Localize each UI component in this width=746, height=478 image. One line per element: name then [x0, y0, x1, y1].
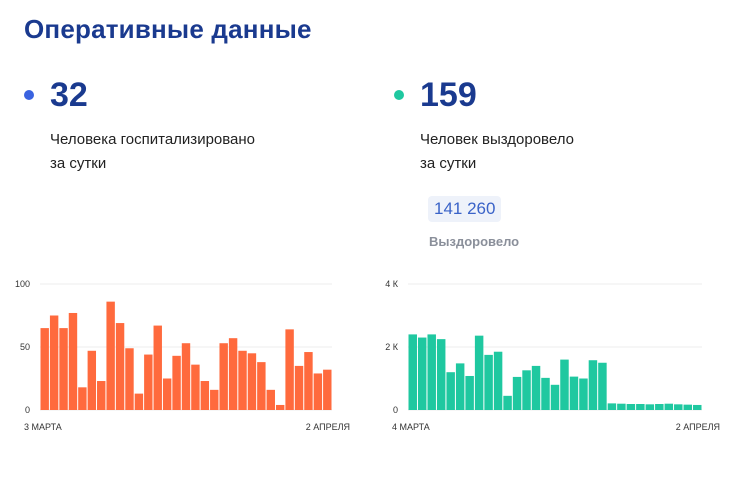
hosp-bar	[219, 343, 228, 410]
hospitalized-dot	[24, 90, 34, 100]
hosp-x-end-label: 2 АПРЕЛЯ	[306, 422, 350, 432]
hosp-bar	[125, 348, 134, 410]
hosp-bar	[228, 338, 238, 410]
rec-y-tick-label: 4 К	[385, 279, 399, 289]
recovered-desc-line2: за сутки	[420, 155, 477, 172]
rec-bar	[408, 334, 417, 410]
hosp-bar	[200, 381, 210, 410]
hosp-bar	[181, 343, 191, 410]
rec-bar	[626, 404, 636, 410]
hosp-y-tick-label: 0	[25, 405, 30, 415]
hosp-bar	[49, 315, 59, 410]
hosp-bar	[87, 350, 97, 410]
rec-bar	[560, 359, 569, 410]
rec-bar	[588, 360, 598, 410]
hosp-bar	[153, 325, 162, 410]
hosp-bar	[285, 329, 294, 410]
recovered-description: Человек выздоровело за сутки	[420, 128, 680, 176]
hosp-bar	[275, 404, 285, 410]
rec-bar	[579, 378, 588, 410]
hospitalized-desc-line1: Человека госпитализировано	[50, 131, 256, 148]
hosp-bar	[294, 365, 304, 410]
rec-bar	[465, 375, 474, 410]
recovered-dot	[394, 90, 404, 100]
hosp-y-tick-label: 50	[20, 342, 30, 352]
rec-y-tick-label: 0	[393, 405, 398, 415]
hosp-bar	[238, 350, 247, 410]
hospitalized-desc-line2: за сутки	[50, 155, 107, 172]
hosp-bar	[162, 378, 172, 410]
hospitalized-bar-chart: 0 50 100 3 МАРТА 2 АПРЕЛЯ	[15, 279, 350, 432]
hosp-bar	[144, 354, 153, 410]
rec-bar	[693, 404, 702, 410]
rec-bar	[655, 404, 664, 410]
rec-bar	[512, 376, 522, 410]
hosp-bar	[40, 328, 49, 410]
rec-bar	[427, 334, 436, 410]
rec-bar	[522, 370, 531, 410]
recovered-desc-line1: Человек выздоровело	[420, 131, 574, 148]
rec-bar	[417, 337, 427, 410]
rec-bar	[484, 354, 493, 411]
hosp-bar	[191, 364, 200, 410]
hosp-bar	[106, 301, 115, 410]
recovered-total-label: Выздоровело	[429, 234, 520, 249]
rec-bar	[541, 377, 550, 410]
hosp-bar	[257, 362, 266, 410]
rec-x-end-label: 2 АПРЕЛЯ	[676, 422, 720, 432]
rec-bar	[683, 404, 693, 410]
hosp-bar	[210, 389, 219, 410]
hospitalized-description: Человека госпитализировано за сутки	[50, 128, 310, 176]
hosp-bar	[59, 328, 68, 410]
hosp-bar	[78, 387, 87, 410]
hosp-bar	[304, 352, 313, 410]
hosp-y-tick-label: 100	[15, 279, 30, 289]
rec-bar	[664, 403, 674, 410]
rec-bar	[598, 362, 607, 410]
hosp-bar	[323, 369, 332, 410]
rec-bar	[436, 339, 446, 411]
hosp-bar	[266, 389, 275, 410]
hosp-bar	[97, 381, 106, 410]
recovered-value: 159	[420, 76, 477, 114]
hosp-bar	[134, 393, 144, 410]
rec-bar	[550, 384, 560, 410]
rec-y-tick-label: 2 К	[385, 342, 399, 352]
rec-bar	[446, 372, 455, 410]
rec-x-start-label: 4 МАРТА	[392, 422, 430, 432]
rec-bar	[617, 403, 626, 410]
rec-bar	[636, 404, 645, 410]
rec-bar	[503, 395, 512, 410]
rec-bar	[674, 404, 683, 410]
hosp-bar	[172, 355, 181, 410]
hosp-bar	[68, 312, 78, 410]
recovered-bar-chart: 0 2 К 4 К 4 МАРТА 2 АПРЕЛЯ	[385, 279, 720, 432]
rec-bar	[493, 351, 503, 410]
hospitalized-value: 32	[50, 76, 88, 114]
hosp-x-start-label: 3 МАРТА	[24, 422, 62, 432]
rec-bar	[531, 365, 541, 410]
rec-bar	[645, 404, 655, 410]
rec-bar	[474, 335, 484, 410]
page-title: Оперативные данные	[24, 14, 312, 44]
hosp-bar	[115, 323, 125, 410]
recovered-total-badge: 141 260	[428, 196, 502, 222]
hosp-bar	[313, 373, 323, 410]
rec-bar	[607, 403, 617, 410]
rec-bar	[569, 376, 579, 410]
rec-bar	[455, 363, 465, 410]
hosp-bar	[247, 353, 257, 410]
